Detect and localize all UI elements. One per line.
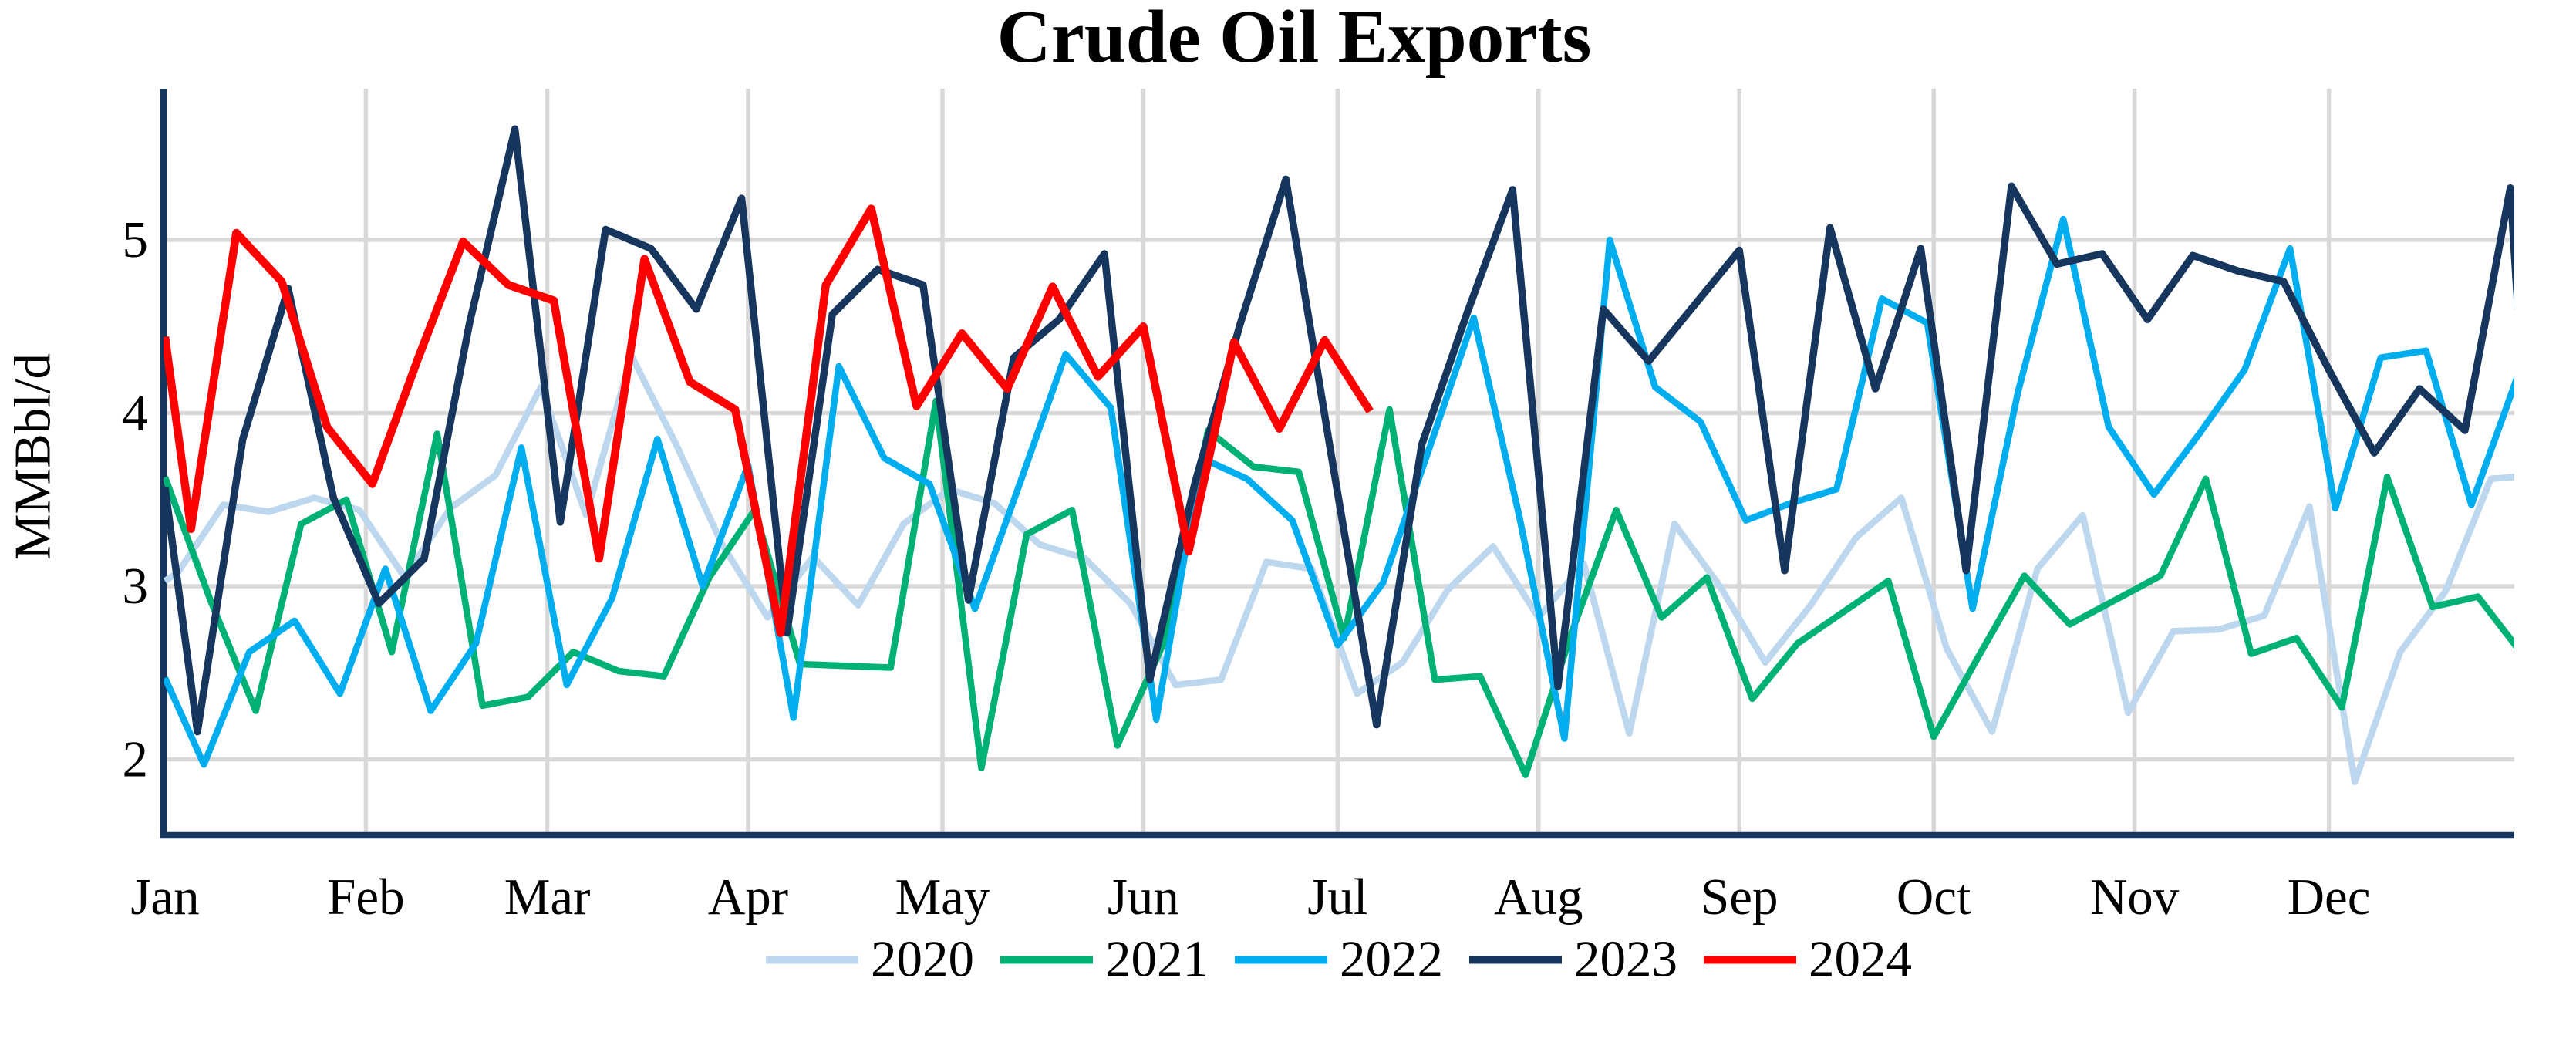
x-tick-label-Dec: Dec xyxy=(2288,869,2371,926)
y-tick-label-3: 3 xyxy=(123,558,149,615)
x-tick-label-Jun: Jun xyxy=(1108,869,1179,926)
series-line-2022 xyxy=(164,215,2514,768)
legend-item-2022: 2022 xyxy=(1235,930,1443,988)
y-tick-label-2: 2 xyxy=(123,731,149,788)
y-tick-label-5: 5 xyxy=(123,211,149,268)
legend-swatch-2023 xyxy=(1469,956,1562,963)
x-tick-label-Feb: Feb xyxy=(327,869,405,926)
x-tick-label-Sep: Sep xyxy=(1701,869,1779,926)
legend-item-2021: 2021 xyxy=(1000,930,1209,988)
legend-label-2021: 2021 xyxy=(1105,930,1209,988)
legend-item-2023: 2023 xyxy=(1469,930,1677,988)
x-tick-label-Jul: Jul xyxy=(1307,869,1367,926)
x-tick-label-Oct: Oct xyxy=(1897,869,1971,926)
x-tick-label-May: May xyxy=(895,869,990,926)
legend-label-2020: 2020 xyxy=(871,930,974,988)
legend-label-2024: 2024 xyxy=(1809,930,1912,988)
series-line-2024 xyxy=(164,204,1374,637)
legend-swatch-2022 xyxy=(1235,956,1327,963)
x-axis-spine xyxy=(160,831,2514,839)
x-tick-label-Aug: Aug xyxy=(1494,869,1583,926)
legend-item-2024: 2024 xyxy=(1704,930,1912,988)
legend-label-2022: 2022 xyxy=(1340,930,1443,988)
legend-label-2023: 2023 xyxy=(1574,930,1677,988)
legend: 2020 2021 2022 2023 2024 xyxy=(766,930,1912,988)
chart-title: Crude Oil Exports xyxy=(996,0,1592,78)
legend-swatch-2020 xyxy=(766,956,858,963)
legend-item-2020: 2020 xyxy=(766,930,974,988)
y-axis-spine xyxy=(160,89,167,835)
x-tick-label-Apr: Apr xyxy=(708,869,788,926)
x-tick-label-Jan: Jan xyxy=(130,869,199,926)
y-tick-label-4: 4 xyxy=(123,385,149,442)
x-tick-label-Mar: Mar xyxy=(504,869,591,926)
series-line-2023 xyxy=(164,125,2514,736)
legend-swatch-2021 xyxy=(1000,956,1093,963)
legend-swatch-2024 xyxy=(1704,956,1796,963)
x-tick-label-Nov: Nov xyxy=(2090,869,2180,926)
